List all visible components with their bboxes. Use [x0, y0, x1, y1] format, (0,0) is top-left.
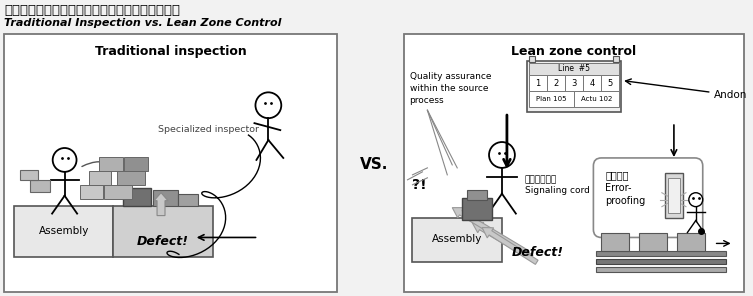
Bar	[677, 234, 705, 251]
Bar	[529, 91, 574, 107]
Text: Quality assurance
within the source
process: Quality assurance within the source proc…	[410, 73, 491, 105]
Bar	[178, 194, 198, 206]
Text: Traditional inspection: Traditional inspection	[95, 45, 246, 58]
Bar	[404, 34, 745, 292]
Bar	[113, 206, 212, 257]
Bar	[547, 75, 565, 91]
Text: Assembly: Assembly	[38, 226, 89, 237]
Bar	[105, 185, 133, 199]
Bar	[527, 60, 621, 112]
Bar	[153, 190, 178, 206]
Bar	[596, 259, 726, 264]
Bar	[30, 180, 50, 192]
Bar	[529, 62, 619, 75]
Text: Plan 105: Plan 105	[536, 96, 567, 102]
FancyArrow shape	[154, 193, 168, 215]
Text: Assembly: Assembly	[432, 234, 483, 244]
Bar	[601, 75, 619, 91]
Bar	[668, 178, 680, 213]
Bar	[565, 75, 583, 91]
Bar	[80, 185, 103, 199]
Text: 1: 1	[535, 79, 541, 88]
Bar	[596, 267, 726, 272]
Text: 3: 3	[572, 79, 577, 88]
FancyBboxPatch shape	[593, 158, 703, 237]
Bar	[462, 198, 492, 220]
Bar	[639, 234, 667, 251]
Text: 4: 4	[590, 79, 595, 88]
Text: 2: 2	[553, 79, 559, 88]
Text: Defect!: Defect!	[512, 246, 564, 259]
Bar	[529, 56, 535, 62]
FancyArrow shape	[472, 222, 533, 260]
Text: VS.: VS.	[359, 157, 388, 172]
Bar	[583, 75, 601, 91]
Text: Specialized inspector: Specialized inspector	[158, 125, 259, 134]
Bar	[4, 34, 337, 292]
Text: Lean zone control: Lean zone control	[511, 45, 636, 58]
Bar	[20, 170, 38, 180]
Text: ポカヨケ
Error-
proofing: ポカヨケ Error- proofing	[605, 170, 645, 206]
Text: ?!: ?!	[412, 178, 427, 192]
Bar	[665, 173, 683, 218]
Bar	[574, 91, 619, 107]
Bar	[117, 171, 145, 185]
Bar	[602, 234, 630, 251]
Bar	[529, 75, 547, 91]
Text: Actu 102: Actu 102	[581, 96, 612, 102]
FancyArrow shape	[453, 207, 528, 255]
Bar	[90, 171, 111, 185]
Text: Andon: Andon	[714, 90, 747, 100]
Text: Traditional Inspection vs. Lean Zone Control: Traditional Inspection vs. Lean Zone Con…	[4, 18, 282, 28]
Bar	[467, 190, 487, 200]
Bar	[596, 251, 726, 256]
Text: 5: 5	[608, 79, 613, 88]
FancyArrow shape	[482, 228, 538, 264]
Bar	[413, 218, 502, 262]
Text: Line  #5: Line #5	[558, 65, 590, 73]
Text: 伝統的な検査による品質保証と、自工程品質保証: 伝統的な検査による品質保証と、自工程品質保証	[4, 4, 180, 17]
Text: ひもスイッチ
Signaling cord: ひもスイッチ Signaling cord	[525, 175, 590, 195]
Bar	[99, 157, 123, 171]
Bar	[14, 206, 113, 257]
Bar	[123, 188, 151, 206]
Bar	[613, 56, 619, 62]
Text: Defect!: Defect!	[137, 235, 189, 248]
Bar	[124, 157, 148, 171]
